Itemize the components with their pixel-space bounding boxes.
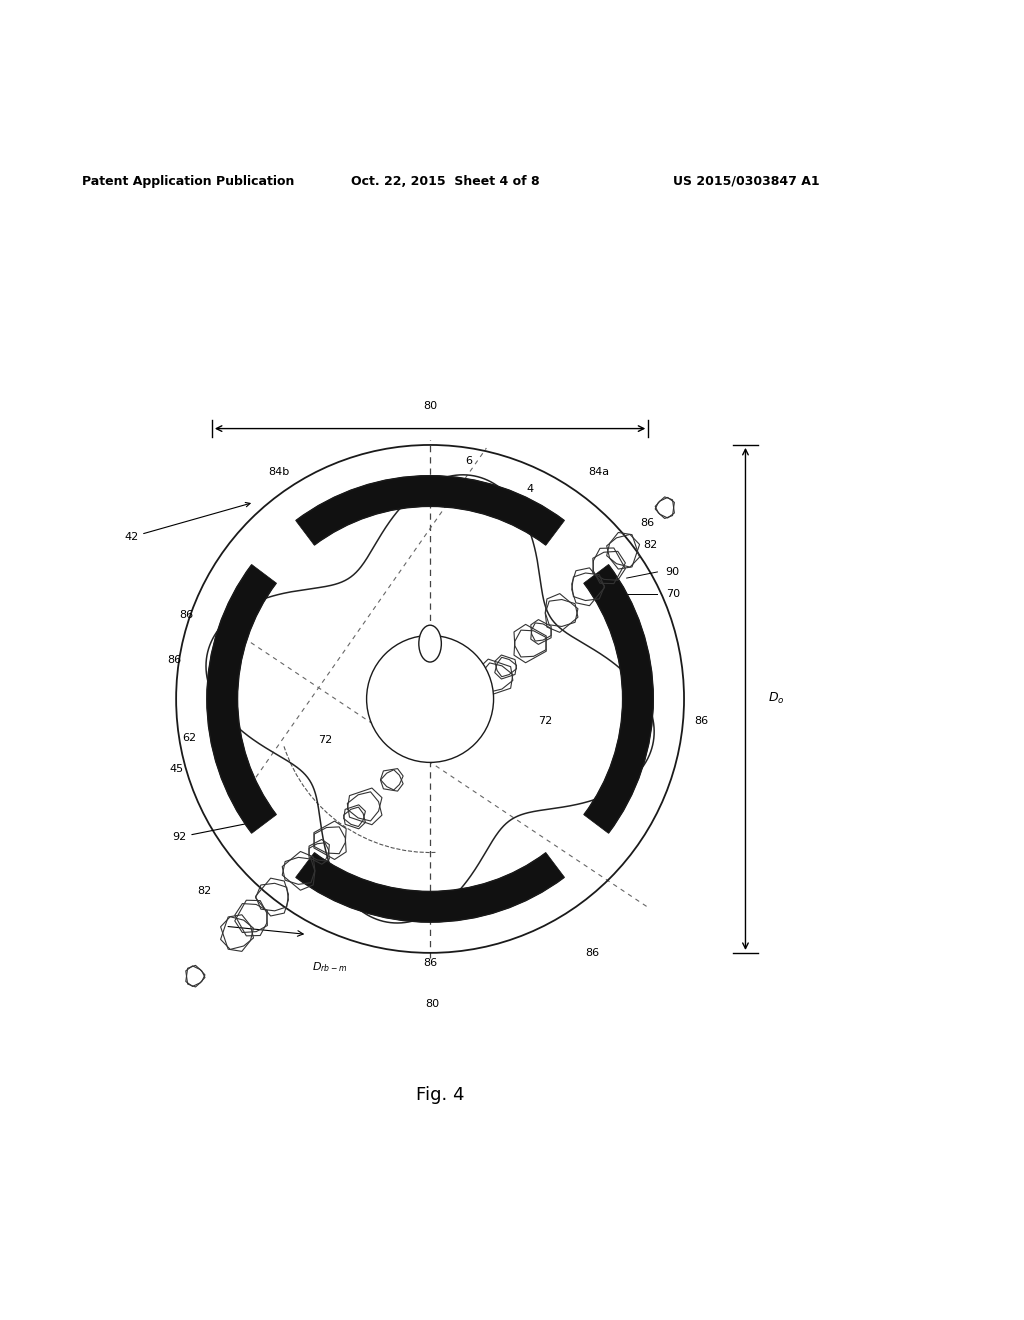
Text: 86: 86 (694, 717, 709, 726)
Text: 62: 62 (182, 733, 197, 743)
Text: 92: 92 (172, 820, 262, 842)
Text: $D_o$: $D_o$ (768, 692, 784, 706)
Text: Oct. 22, 2015  Sheet 4 of 8: Oct. 22, 2015 Sheet 4 of 8 (351, 174, 540, 187)
Text: $D_{rb-m}$: $D_{rb-m}$ (312, 961, 347, 974)
Wedge shape (296, 475, 564, 545)
Text: 45: 45 (169, 763, 183, 774)
Text: 82: 82 (198, 887, 212, 896)
Wedge shape (296, 853, 564, 923)
Text: Patent Application Publication: Patent Application Publication (82, 174, 294, 187)
Text: 42: 42 (124, 503, 250, 543)
Wedge shape (207, 565, 276, 833)
Text: 4: 4 (527, 484, 534, 494)
Text: 72: 72 (318, 735, 333, 744)
Text: 86: 86 (167, 655, 181, 665)
Text: 86: 86 (640, 517, 654, 528)
Text: 72: 72 (538, 717, 552, 726)
Text: 90: 90 (666, 566, 680, 577)
Text: 70: 70 (666, 590, 680, 599)
Text: 86: 86 (423, 958, 437, 968)
Text: 80: 80 (425, 999, 439, 1008)
Text: 82: 82 (643, 540, 657, 550)
Text: 86: 86 (179, 610, 194, 620)
Circle shape (367, 635, 494, 763)
Text: Fig. 4: Fig. 4 (416, 1086, 465, 1105)
Text: 80: 80 (423, 401, 437, 411)
Ellipse shape (419, 626, 441, 663)
Text: US 2015/0303847 A1: US 2015/0303847 A1 (673, 174, 819, 187)
Text: 6: 6 (466, 457, 472, 466)
Text: 84a: 84a (589, 466, 609, 477)
Text: 84b: 84b (268, 466, 289, 477)
Wedge shape (584, 565, 653, 833)
Text: 86: 86 (585, 948, 599, 958)
